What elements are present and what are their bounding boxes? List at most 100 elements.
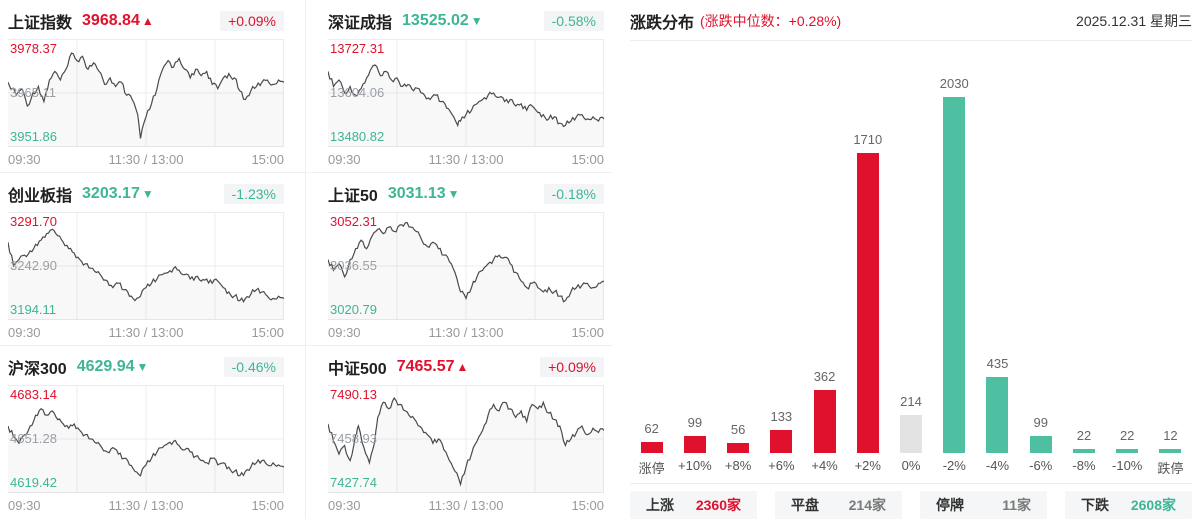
- bar-category-label: 涨停: [638, 461, 665, 476]
- panel-sse50[interactable]: 上证50 3031.13 ▼ -0.18% 3052.31 3036.55 30…: [306, 173, 612, 346]
- sparkline-svg: [8, 212, 284, 320]
- bar-value-label: 22: [1076, 428, 1092, 443]
- distribution-bar: [1159, 449, 1182, 453]
- bar-slot[interactable]: 99: [673, 415, 716, 453]
- time-tick-open: 09:30: [8, 325, 41, 340]
- panel-chinext[interactable]: 创业板指 3203.17 ▼ -1.23% 3291.70 3242.90 31…: [0, 173, 306, 346]
- index-sparkline[interactable]: 3291.70 3242.90 3194.11: [8, 212, 284, 320]
- index-change-badge: +0.09%: [540, 357, 604, 377]
- summary-value: 2360家: [695, 497, 741, 513]
- axis-mid-label: 3242.90: [10, 258, 57, 273]
- summary-label: 平盘: [791, 497, 819, 513]
- distribution-bar: [770, 430, 793, 453]
- summary-label: 停牌: [936, 497, 964, 513]
- panel-csi300[interactable]: 沪深300 4629.94 ▼ -0.46% 4683.14 4651.28 4…: [0, 346, 306, 519]
- index-grid: 上证指数 3968.84 ▲ +0.09% 3978.37 3965.11 39…: [0, 0, 612, 519]
- summary-unchanged[interactable]: 平盘 214家: [775, 491, 902, 519]
- bar-slot[interactable]: 214: [889, 394, 932, 453]
- panel-header: 沪深300 4629.94 ▼ -0.46%: [8, 355, 284, 379]
- trend-arrow-icon: ▼: [141, 187, 154, 201]
- bar-category-label: -10%: [1112, 458, 1143, 473]
- index-name: 中证500: [328, 361, 387, 378]
- index-value: 4629.94: [76, 358, 135, 375]
- time-axis: 09:30 11:30 / 13:00 15:00: [328, 498, 604, 513]
- bar-slot[interactable]: 56: [716, 422, 759, 453]
- bar-value-label: 362: [813, 369, 836, 384]
- panel-header: 中证500 7465.57 ▲ +0.09%: [328, 355, 604, 379]
- trade-date: 2025.12.31 星期三: [1076, 13, 1192, 29]
- distribution-bar: [683, 436, 706, 453]
- index-sparkline[interactable]: 4683.14 4651.28 4619.42: [8, 385, 284, 493]
- bar-slot[interactable]: 1710: [846, 132, 889, 453]
- time-tick-open: 09:30: [8, 152, 41, 167]
- trend-arrow-icon: ▲: [141, 14, 154, 28]
- bar-slot[interactable]: 133: [760, 409, 803, 453]
- summary-advancers[interactable]: 上涨 2360家: [630, 491, 757, 519]
- index-value: 3968.84: [82, 12, 140, 29]
- bar-slot[interactable]: 435: [976, 356, 1019, 453]
- axis-high-label: 3978.37: [10, 41, 57, 56]
- trend-arrow-icon: ▼: [470, 14, 483, 28]
- index-change-badge: -0.58%: [543, 11, 604, 31]
- summary-label: 上涨: [646, 497, 674, 513]
- index-value: 7465.57: [396, 358, 455, 375]
- bar-value-label: 22: [1119, 428, 1135, 443]
- axis-low-label: 3020.79: [330, 302, 377, 317]
- time-tick-noon: 11:30 / 13:00: [428, 152, 504, 167]
- bar-slot[interactable]: 12: [1149, 428, 1192, 453]
- distribution-bar: [1029, 436, 1052, 453]
- panel-csi500[interactable]: 中证500 7465.57 ▲ +0.09% 7490.13 7458.93 7…: [306, 346, 612, 519]
- bar-category-label: +6%: [768, 458, 795, 473]
- bar-slot[interactable]: 362: [803, 369, 846, 453]
- time-tick-close: 15:00: [571, 152, 604, 167]
- time-tick-close: 15:00: [251, 498, 284, 513]
- summary-value: 214家: [848, 497, 886, 513]
- index-sparkline[interactable]: 7490.13 7458.93 7427.74: [328, 385, 604, 493]
- distribution-header: 涨跌分布 (涨跌中位数：+0.28%) 2025.12.31 星期三: [630, 9, 1192, 33]
- index-sparkline[interactable]: 3052.31 3036.55 3020.79: [328, 212, 604, 320]
- index-value: 13525.02: [402, 12, 469, 29]
- bar-slot[interactable]: 22: [1062, 428, 1105, 453]
- time-tick-noon: 11:30 / 13:00: [108, 498, 184, 513]
- bar-slot[interactable]: 2030: [933, 76, 976, 453]
- bar-value-label: 99: [687, 415, 703, 430]
- panel-header: 上证50 3031.13 ▼ -0.18%: [328, 182, 604, 206]
- time-tick-open: 09:30: [328, 325, 361, 340]
- bar-category-label: -2%: [942, 458, 966, 473]
- axis-high-label: 7490.13: [330, 387, 377, 402]
- sparkline-svg: [328, 212, 604, 320]
- sparkline-svg: [8, 39, 284, 147]
- bar-slot[interactable]: 22: [1106, 428, 1149, 453]
- index-name: 创业板指: [8, 188, 73, 205]
- distribution-bar: [943, 97, 966, 453]
- bar-value-label: 133: [770, 409, 793, 424]
- time-tick-noon: 11:30 / 13:00: [428, 325, 504, 340]
- panel-header: 深证成指 13525.02 ▼ -0.58%: [328, 9, 604, 33]
- index-sparkline[interactable]: 13727.31 13604.06 13480.82: [328, 39, 604, 147]
- index-sparkline[interactable]: 3978.37 3965.11 3951.86: [8, 39, 284, 147]
- bar-slot[interactable]: 62: [630, 421, 673, 453]
- axis-low-label: 3951.86: [10, 129, 57, 144]
- bar-value-label: 56: [730, 422, 746, 437]
- distribution-bar: [1072, 449, 1095, 453]
- index-change-badge: +0.09%: [220, 11, 284, 31]
- header-divider: [630, 40, 1192, 41]
- axis-mid-label: 3036.55: [330, 258, 377, 273]
- summary-suspended[interactable]: 停牌 11家: [920, 491, 1047, 519]
- axis-high-label: 13727.31: [330, 41, 385, 56]
- sparkline-svg: [328, 385, 604, 493]
- sparkline-svg: [328, 39, 604, 147]
- distribution-bar: [813, 390, 836, 453]
- distribution-median: (涨跌中位数：+0.28%): [700, 13, 842, 29]
- bar-value-label: 435: [986, 356, 1009, 371]
- axis-high-label: 4683.14: [10, 387, 57, 402]
- sparkline-svg: [8, 385, 284, 493]
- index-name: 上证指数: [8, 15, 73, 32]
- market-summary-row: 上涨 2360家 平盘 214家 停牌 11家 下跌 2608家: [630, 491, 1192, 519]
- panel-shenzhen-component[interactable]: 深证成指 13525.02 ▼ -0.58% 13727.31 13604.06…: [306, 0, 612, 173]
- bar-slot[interactable]: 99: [1019, 415, 1062, 453]
- time-tick-noon: 11:30 / 13:00: [108, 325, 184, 340]
- summary-decliners[interactable]: 下跌 2608家: [1065, 491, 1192, 519]
- panel-shanghai-composite[interactable]: 上证指数 3968.84 ▲ +0.09% 3978.37 3965.11 39…: [0, 0, 306, 173]
